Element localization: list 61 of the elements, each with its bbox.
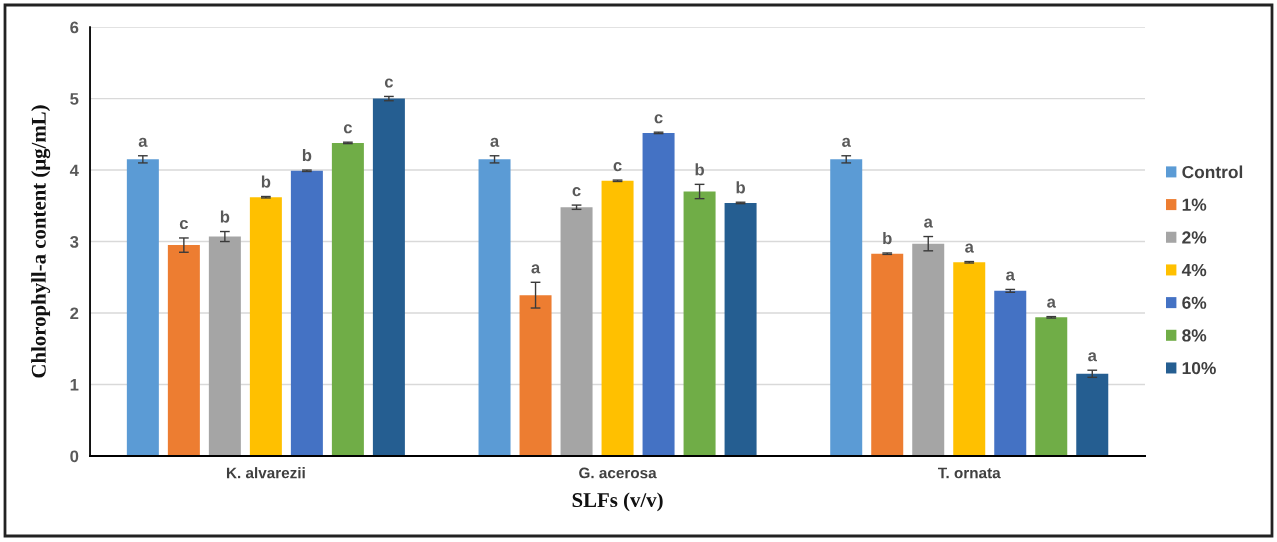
data-label: c	[343, 124, 353, 134]
legend-label: 8%	[1182, 329, 1207, 342]
data-label: c	[384, 78, 394, 88]
bar	[372, 98, 405, 456]
data-label: a	[138, 137, 148, 147]
data-label: c	[654, 114, 663, 124]
x-axis-title: SLFs (v/v)	[572, 492, 663, 512]
bar	[560, 207, 593, 456]
legend-label: 10%	[1182, 361, 1216, 375]
y-axis-title: Chlorophyll-a content (μg/mL)	[31, 105, 51, 378]
data-label: b	[695, 163, 704, 176]
legend-label: Control	[1182, 165, 1243, 179]
bar	[478, 159, 511, 456]
data-label: a	[1047, 298, 1056, 308]
bar	[830, 159, 863, 456]
bar	[912, 243, 945, 456]
bar	[683, 191, 716, 456]
bar	[290, 170, 323, 456]
data-label: c	[179, 219, 189, 230]
bar	[519, 295, 552, 456]
x-tick-label: T. ornata	[938, 467, 1001, 479]
data-label: a	[924, 218, 933, 228]
bar	[1035, 317, 1068, 456]
data-label: c	[572, 187, 581, 197]
data-label: a	[1088, 352, 1097, 362]
bar	[601, 180, 634, 456]
data-label: b	[883, 231, 892, 245]
data-label: a	[965, 243, 974, 253]
bar	[249, 197, 282, 456]
data-label: a	[1006, 271, 1015, 281]
y-tick-label: 5	[70, 93, 79, 105]
y-tick-label: 6	[70, 21, 79, 34]
y-tick-label: 2	[70, 307, 79, 320]
y-tick-label: 3	[70, 235, 79, 248]
y-tick-label: 0	[70, 450, 79, 463]
legend-label: 1%	[1182, 198, 1207, 211]
data-label: a	[531, 264, 541, 274]
data-label: b	[736, 181, 745, 194]
bar	[994, 290, 1027, 456]
data-label: c	[613, 162, 622, 172]
legend-label: 2%	[1182, 231, 1207, 244]
legend-label: 4%	[1181, 263, 1207, 277]
y-tick-label: 1	[70, 379, 79, 391]
data-label: b	[302, 148, 312, 162]
bar	[126, 159, 159, 456]
y-tick-label: 4	[69, 164, 79, 177]
data-label: b	[261, 175, 271, 188]
data-label: a	[842, 137, 851, 147]
bar	[167, 245, 200, 456]
bar	[208, 236, 241, 456]
x-tick-label: G. acerosa	[579, 467, 657, 479]
bar	[871, 253, 904, 456]
bar	[331, 142, 364, 456]
legend-label: 6%	[1182, 296, 1207, 309]
data-label: b	[220, 210, 230, 223]
bar	[724, 202, 757, 456]
bar	[1076, 373, 1109, 456]
data-label: a	[490, 137, 500, 147]
x-tick-label: K. alvarezii	[226, 467, 305, 479]
bar	[953, 262, 986, 456]
bar	[642, 132, 675, 456]
